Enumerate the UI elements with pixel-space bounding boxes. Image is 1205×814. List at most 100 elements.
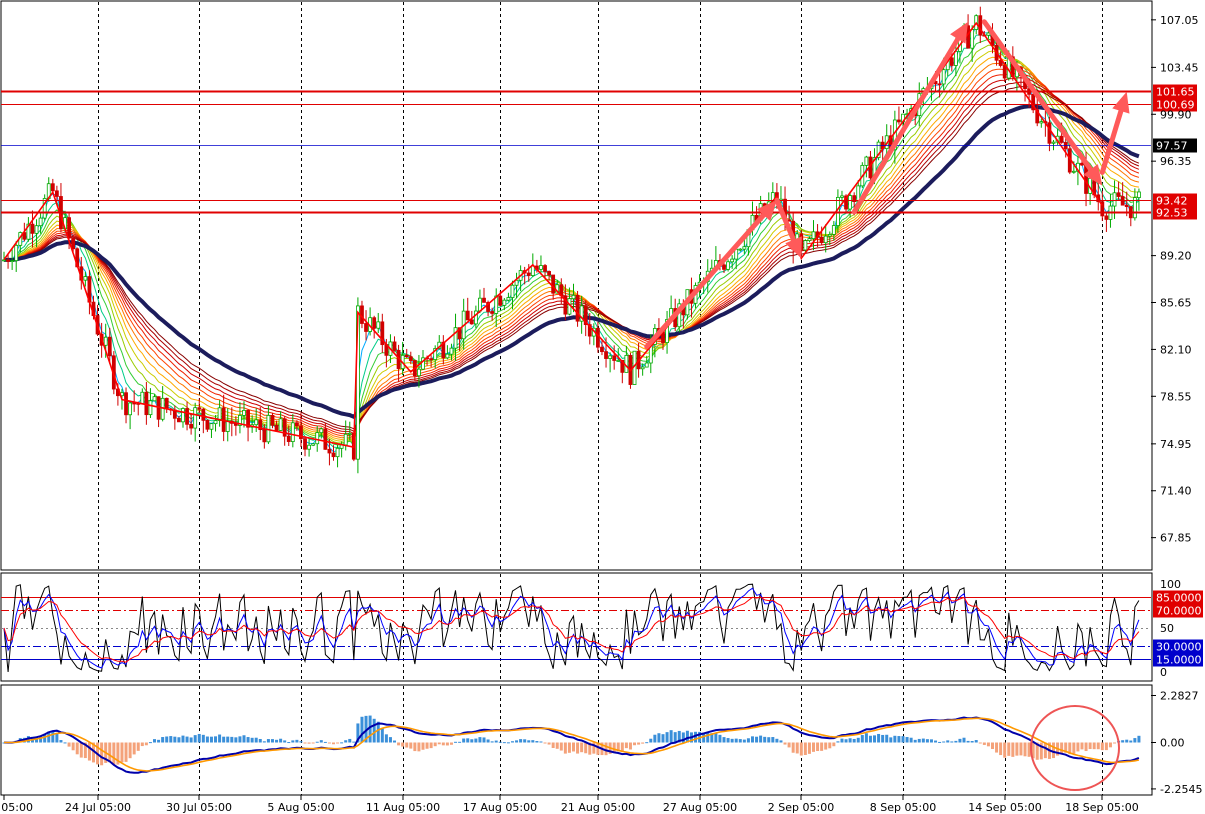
macd-histogram-bar (161, 737, 165, 743)
macd-histogram-bar (153, 739, 157, 743)
price-y-tick-label: 89.20 (1160, 250, 1192, 263)
macd-histogram-bar (75, 742, 79, 755)
macd-histogram-bar (738, 739, 742, 743)
macd-histogram-bar (559, 742, 563, 751)
macd-histogram-bar (1076, 742, 1080, 752)
macd-histogram-bar (795, 742, 799, 754)
candle-body (205, 419, 210, 430)
macd-histogram-bar (1003, 742, 1007, 758)
macd-histogram-bar (807, 742, 811, 754)
macd-histogram-bar (368, 715, 372, 743)
macd-histogram-bar (803, 742, 807, 755)
candle-body (266, 414, 271, 443)
macd-histogram-bar (759, 735, 763, 743)
macd-histogram-bar (1039, 742, 1043, 760)
trend-arrow-shaft (644, 212, 767, 350)
macd-histogram-bar (962, 737, 966, 743)
candle-body (1104, 215, 1109, 220)
price-y-tick-label: 78.55 (1160, 390, 1192, 403)
candle-body (819, 236, 824, 244)
rsi-y-tick-label: 50 (1160, 622, 1174, 635)
candle-body (83, 276, 88, 281)
macd-histogram-bar (779, 740, 783, 743)
candle-body (579, 305, 584, 322)
candle-body (970, 29, 975, 49)
macd-histogram-bar (897, 736, 901, 743)
trend-arrow-head (756, 200, 777, 222)
candle-body (665, 319, 669, 343)
candle-body (608, 355, 613, 359)
macd-histogram-bar (283, 740, 287, 743)
candle-body (189, 423, 194, 429)
candle-body (54, 190, 59, 197)
macd-histogram-bar (942, 741, 946, 743)
macd-histogram-bar (596, 742, 600, 755)
macd-histogram-bar (669, 730, 673, 743)
candle-body (429, 358, 434, 361)
candle-body (563, 295, 568, 315)
macd-histogram-bar (978, 742, 982, 744)
candle-body (449, 347, 454, 355)
candle-body (331, 452, 336, 458)
macd-histogram-bar (934, 740, 938, 743)
macd-histogram-bar (352, 741, 356, 743)
candle-body (1132, 197, 1137, 219)
macd-histogram-bar (132, 742, 136, 755)
macd-y-tick-label: -2.2545 (1160, 783, 1202, 796)
ribbon-ma-line (3, 72, 1140, 437)
macd-histogram-bar (384, 734, 388, 743)
candle-body (803, 240, 808, 251)
macd-histogram-bar (177, 737, 181, 743)
macd-histogram-bar (982, 742, 986, 745)
macd-histogram-bar (1096, 742, 1100, 750)
candle-body (620, 359, 625, 373)
candle-body (738, 248, 743, 251)
candle-body (433, 348, 438, 360)
macd-histogram-bar (1068, 742, 1072, 755)
macd-histogram-bar (755, 736, 759, 743)
candle-body (827, 234, 832, 237)
candle-body (575, 294, 580, 322)
macd-histogram-bar (877, 733, 881, 743)
macd-histogram-bar (836, 741, 840, 743)
macd-histogram-bar (547, 742, 551, 745)
macd-histogram-bar (87, 742, 91, 761)
candle-body (848, 195, 853, 210)
candle-body (953, 50, 958, 66)
candle-body (1051, 141, 1056, 144)
macd-histogram-bar (120, 742, 124, 763)
candle-body (128, 402, 133, 416)
macd-histogram-bar (189, 737, 193, 743)
candle-body (242, 409, 246, 416)
candle-body (441, 341, 446, 359)
macd-histogram-bar (376, 721, 380, 743)
candle-body (225, 420, 230, 432)
macd-histogram-bar (710, 733, 714, 743)
macd-histogram-bar (864, 733, 868, 743)
candle-body (10, 260, 15, 263)
level-label: 101.65 (1156, 86, 1195, 99)
macd-histogram-bar (254, 737, 258, 743)
macd-histogram-bar (885, 734, 889, 743)
macd-histogram-bar (437, 742, 441, 745)
macd-histogram-bar (441, 742, 445, 746)
macd-histogram-bar (478, 737, 482, 743)
candle-body (1112, 192, 1117, 207)
macd-histogram-bar (763, 736, 767, 743)
macd-histogram-bar (628, 742, 632, 750)
macd-histogram-bar (1137, 735, 1141, 743)
slow-ma-line (4, 104, 1140, 420)
candle-body (730, 258, 735, 263)
macd-histogram-bar (238, 736, 242, 743)
macd-histogram-bar (990, 742, 994, 750)
trend-arrow-shaft (981, 19, 1094, 172)
candle-body (209, 423, 214, 430)
candle-body (270, 414, 275, 426)
candle-body (14, 244, 19, 262)
macd-histogram-bar (1043, 742, 1047, 759)
macd-histogram-bar (1023, 742, 1027, 757)
macd-histogram-bar (462, 738, 466, 743)
macd-histogram-bar (515, 740, 519, 743)
candle-body (327, 448, 332, 454)
macd-histogram-bar (1129, 740, 1133, 743)
